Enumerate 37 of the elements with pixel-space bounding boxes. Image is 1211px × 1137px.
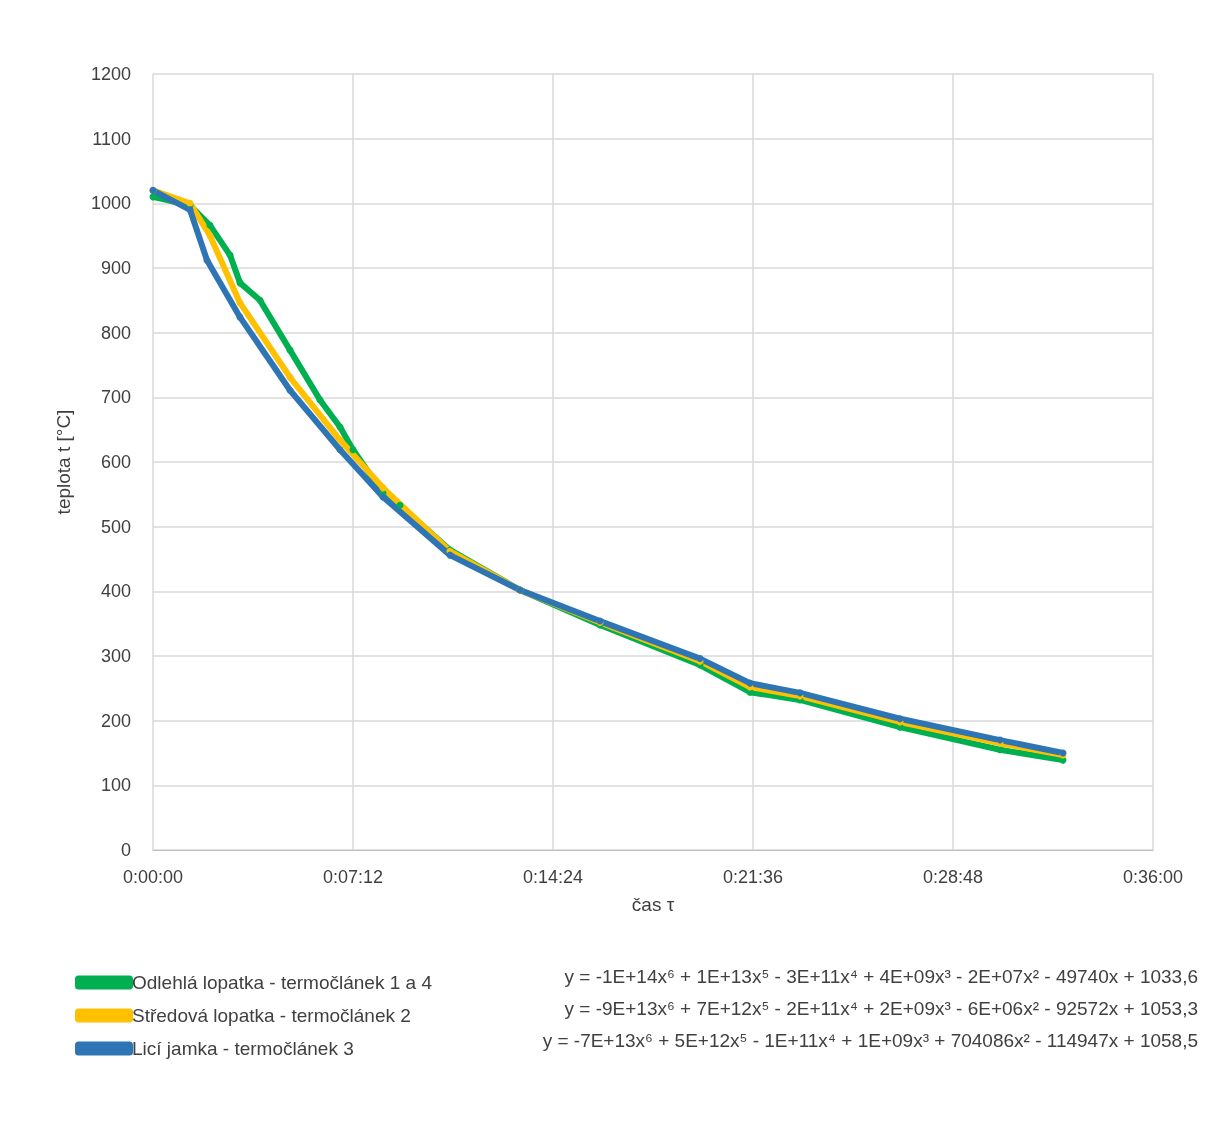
y-tick-label: 1100 — [92, 128, 131, 149]
x-tick-label: 0:36:00 — [1122, 867, 1184, 887]
y-tick-label: 200 — [100, 710, 131, 731]
x-tick-label: 0:00:00 — [122, 867, 184, 887]
text: y = -7E+13x⁶ + 5E+12x⁵ - 1E+11x⁴ + 1E+09x³ + 704086x² - 114947x + 1058,5 — [542, 1030, 1199, 1051]
point — [396, 501, 404, 509]
point — [206, 232, 214, 240]
point — [286, 373, 294, 381]
x-tick-label: 0:21:36 — [722, 867, 784, 887]
y-tick-label: 900 — [100, 258, 131, 278]
y-tick-label: 1200 — [90, 64, 131, 84]
point — [206, 221, 214, 229]
y-axis-title: teplota t [°C] — [53, 409, 74, 515]
point — [256, 296, 264, 304]
point — [286, 386, 294, 394]
y-tick-label: 0 — [120, 840, 131, 860]
x-tick-label: 0:14:24 — [522, 867, 584, 887]
x-axis-title: čas τ — [631, 894, 675, 915]
legend-label: Středová lopatka - termočlánek 2 — [132, 1005, 411, 1026]
y-tick-label: 700 — [100, 387, 131, 408]
x-tick-label: 0:28:48 — [922, 867, 984, 887]
y-tick-label: 600 — [100, 452, 131, 472]
point — [336, 446, 344, 454]
legend-label: Licí jamka - termočlánek 3 — [132, 1038, 354, 1059]
y-tick-label: 100 — [100, 775, 131, 796]
point — [186, 206, 194, 214]
y-tick-label: 300 — [100, 646, 131, 666]
point — [349, 446, 357, 454]
x-tick-label: 0:07:12 — [322, 867, 384, 887]
y-tick-label: 1000 — [90, 193, 131, 214]
text: y = -1E+14x⁶ + 1E+13x⁵ - 3E+11x⁴ + 4E+09x³ - 2E+07x² - 49740x + 1033,6 — [564, 966, 1199, 987]
y-tick-label: 500 — [100, 516, 131, 537]
point — [203, 256, 211, 264]
y-tick-label: 800 — [100, 322, 131, 343]
legend-label: Odlehlá lopatka - termočlánek 1 a 4 — [132, 972, 433, 993]
y-tick-label: 400 — [100, 581, 131, 602]
text: y = -9E+13x⁶ + 7E+12x⁵ - 2E+11x⁴ + 2E+09x³ - 6E+06x² - 92572x + 1053,3 — [564, 998, 1199, 1019]
